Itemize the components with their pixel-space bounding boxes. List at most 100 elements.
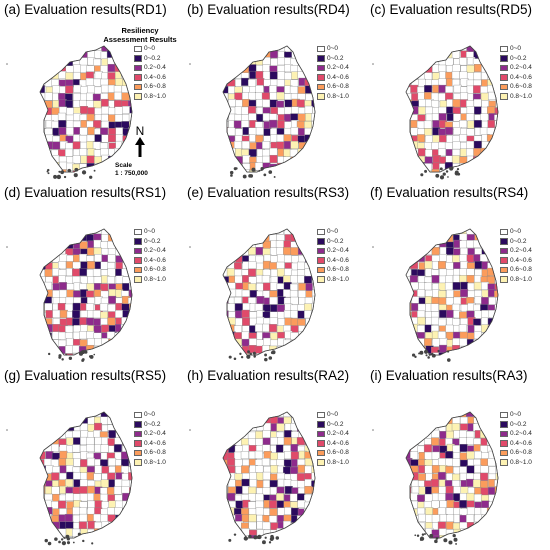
legend-swatch	[134, 257, 142, 264]
district-cell	[100, 317, 109, 326]
district-cell	[44, 156, 53, 165]
legend-entry: 0.4~0.6	[134, 73, 166, 83]
legend-label: 0.8~1.0	[327, 275, 349, 283]
district-cell	[432, 155, 441, 163]
district-cell	[233, 140, 242, 149]
district-cell	[451, 155, 460, 164]
district-cell	[487, 528, 496, 537]
district-cell	[234, 170, 243, 172]
district-cell	[72, 50, 81, 59]
island	[247, 350, 251, 354]
district-cell	[65, 46, 74, 52]
district-cell	[58, 127, 67, 136]
island	[78, 351, 84, 356]
district-cell	[481, 163, 490, 172]
corner-mark: °	[189, 429, 191, 435]
district-cell	[40, 331, 47, 340]
district-cell	[284, 485, 293, 494]
legend-entry: 0~0.2	[317, 420, 349, 430]
legend-entry: 0.2~0.4	[317, 429, 349, 439]
district-cell	[488, 141, 497, 150]
district-cell	[494, 161, 498, 170]
district-cell	[44, 65, 53, 74]
district-cell	[283, 247, 292, 256]
district-cell	[459, 120, 468, 129]
district-cell	[227, 241, 236, 250]
legend-entry: 0~0.2	[134, 237, 166, 247]
district-cell	[311, 480, 315, 489]
district-cell	[261, 275, 270, 284]
district-cell	[94, 465, 103, 474]
district-cell	[40, 423, 47, 432]
district-cell	[445, 485, 454, 494]
district-cell	[452, 445, 461, 454]
district-cell	[223, 106, 229, 115]
legend-label: 0.8~1.0	[510, 92, 532, 100]
legend-swatch	[317, 430, 325, 437]
district-cell	[424, 260, 433, 269]
island	[262, 540, 266, 545]
legend-label: 0.6~0.8	[144, 449, 166, 457]
district-cell	[305, 522, 314, 531]
district-cell	[409, 169, 418, 172]
district-cell	[439, 253, 448, 262]
district-cell	[418, 247, 427, 256]
district-cell	[418, 98, 427, 107]
district-cell	[122, 514, 131, 523]
district-cell	[262, 99, 271, 108]
district-cell	[40, 120, 46, 129]
legend-swatch	[500, 55, 508, 62]
district-cell	[480, 465, 489, 474]
district-cell	[223, 163, 229, 171]
district-cell	[121, 424, 130, 433]
district-cell	[311, 289, 315, 298]
district-cell	[487, 169, 496, 172]
district-cell	[255, 417, 264, 426]
district-cell	[453, 127, 462, 136]
legend-swatch	[134, 74, 142, 81]
district-cell	[223, 169, 230, 172]
district-cell	[284, 268, 293, 277]
district-cell	[438, 290, 447, 299]
district-cell	[297, 261, 306, 270]
island	[248, 534, 252, 539]
district-cell	[494, 317, 498, 326]
district-cell	[87, 485, 96, 494]
district-cell	[494, 324, 498, 333]
district-cell	[248, 51, 257, 60]
district-cell	[128, 507, 132, 516]
district-cell	[445, 451, 454, 460]
legend-swatch	[317, 93, 325, 100]
map-panel: (f) Evaluation results(RS4) ° 0~0 0~0.2 0.2~…	[366, 183, 549, 366]
district-cell	[234, 229, 243, 235]
district-cell	[115, 514, 124, 523]
island	[270, 534, 274, 539]
island	[425, 354, 428, 357]
district-cell	[233, 120, 242, 129]
district-cell	[94, 71, 103, 80]
district-cell	[65, 233, 74, 242]
coastline	[222, 411, 316, 539]
legend-entry: 0~0.2	[317, 54, 349, 64]
district-cell	[255, 412, 264, 418]
district-cell	[121, 412, 130, 418]
district-cell	[128, 501, 132, 510]
district-cell	[228, 233, 237, 242]
district-cell	[312, 295, 315, 304]
district-cell	[79, 127, 88, 136]
district-cell	[425, 135, 434, 144]
district-cell	[424, 92, 433, 101]
district-cell	[445, 92, 454, 101]
district-cell	[445, 247, 454, 255]
district-cell	[488, 466, 497, 475]
legend-swatch	[317, 449, 325, 456]
district-cell	[129, 338, 132, 347]
district-cell	[480, 412, 489, 418]
district-cell	[72, 141, 81, 150]
district-cell	[44, 345, 53, 354]
district-cell	[66, 471, 75, 480]
district-cell	[233, 262, 242, 271]
legend-title-line2: Assessment Results	[103, 34, 177, 44]
district-cell	[51, 443, 60, 452]
district-cell	[100, 114, 109, 122]
